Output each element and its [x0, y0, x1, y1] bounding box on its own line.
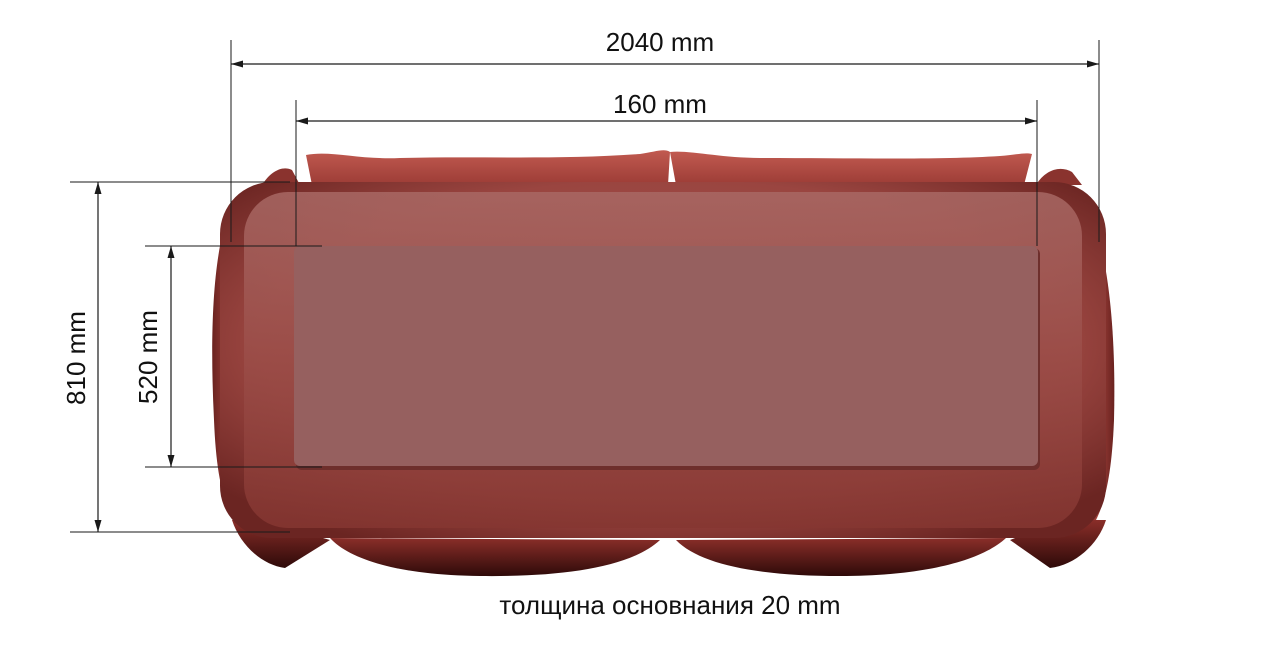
- armrest-right: [1036, 168, 1082, 185]
- bottom-cushion-left: [330, 538, 660, 577]
- dimension-inner-width: 160 mm: [295, 89, 1038, 246]
- armrest-left: [262, 168, 300, 185]
- arrowhead: [1025, 117, 1037, 125]
- arrowhead: [167, 246, 175, 258]
- back-pillows: [306, 150, 1032, 185]
- arrowhead: [296, 117, 308, 125]
- arrowhead: [167, 455, 175, 467]
- arrowhead: [231, 60, 243, 68]
- back-pillow-left: [306, 150, 670, 185]
- bottom-cushions: [232, 520, 1106, 577]
- inner-width-label: 160 mm: [613, 89, 707, 119]
- overall-depth-label: 810 mm: [61, 311, 91, 405]
- base-thickness-caption: толщина основнания 20 mm: [499, 590, 840, 620]
- arrowhead: [94, 520, 102, 532]
- bottom-cushion-right: [676, 538, 1006, 576]
- seat-cushion: [294, 246, 1038, 466]
- back-pillow-right: [670, 151, 1032, 185]
- dimension-inner-depth: 520 mm: [133, 245, 322, 468]
- inner-depth-label: 520 mm: [133, 310, 163, 404]
- overall-width-label: 2040 mm: [606, 27, 714, 57]
- arrowhead: [1087, 60, 1099, 68]
- dimension-overall-depth: 810 mm: [61, 181, 290, 533]
- dimension-overall-width: 2040 mm: [230, 27, 1100, 242]
- sofa-illustration: [212, 150, 1115, 577]
- arrowhead: [94, 182, 102, 194]
